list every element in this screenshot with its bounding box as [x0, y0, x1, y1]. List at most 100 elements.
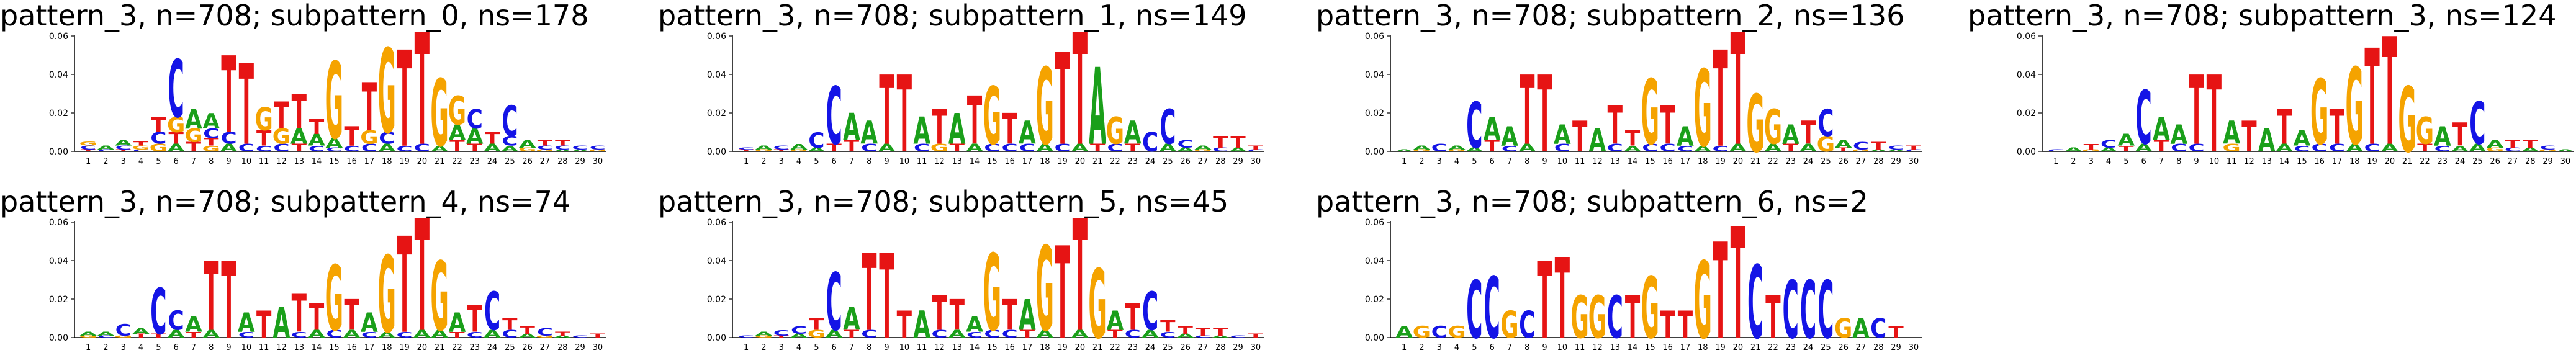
y-tick-label: 0.00	[49, 333, 68, 343]
logo-letter-glyph: C	[738, 335, 754, 338]
logo-letter-G: G	[2346, 46, 2364, 169]
logo-letter-glyph: A	[1395, 323, 1413, 342]
x-tick-label: 23	[1785, 157, 1796, 166]
logo-letter-glyph: A	[554, 335, 571, 338]
logo-letter-C: C	[484, 282, 500, 343]
logo-letter-glyph: T	[950, 291, 965, 340]
logo-letter-G: G	[2222, 141, 2240, 154]
y-tick-label: 0.02	[707, 109, 726, 119]
logo-letter-C: C	[1054, 141, 1070, 154]
logo-letter-glyph: A	[202, 110, 220, 134]
logo-letter-C: C	[2136, 76, 2152, 161]
logo-letter-glyph: T	[292, 86, 307, 140]
logo-letter-glyph: A	[2451, 145, 2469, 154]
logo-letter-glyph: T	[2364, 29, 2379, 174]
logo-letter-glyph: G	[448, 89, 466, 135]
x-tick-label: 22	[1768, 157, 1778, 166]
logo-letter-glyph: G	[1106, 109, 1124, 153]
logo-letter-glyph: A	[168, 328, 185, 340]
logo-letter-C: C	[396, 331, 412, 340]
logo-letter-glyph: A	[431, 145, 448, 154]
logo-letter-glyph: T	[344, 291, 359, 340]
logo-letter-glyph: G	[114, 335, 132, 338]
logo-letter-glyph: G	[360, 127, 378, 148]
logo-letter-T: T	[1537, 240, 1552, 361]
logo-letter-A: A	[2065, 146, 2083, 153]
logo-letter-G: G	[1694, 240, 1712, 361]
logo-letter-G: G	[2310, 60, 2328, 165]
logo-letter-glyph: C	[484, 282, 500, 343]
logo-letter-glyph: C	[2048, 149, 2064, 152]
logo-letter-glyph: A	[466, 125, 484, 149]
logo-letter-glyph: G	[930, 141, 948, 154]
logo-letter-glyph: C	[914, 141, 930, 154]
logo-letter-glyph: G	[132, 145, 150, 151]
x-tick-label: 18	[1698, 343, 1708, 352]
logo-letter-T: T	[292, 86, 307, 140]
y-tick-label: 0.04	[49, 256, 68, 266]
logo-letter-T: T	[1073, 215, 1088, 361]
logo-letter-C: C	[502, 133, 518, 149]
x-tick-label: 29	[575, 343, 585, 352]
logo-letter-glyph: A	[790, 142, 808, 151]
logo-letter-A: A	[1107, 307, 1124, 337]
logo-letter-C: C	[861, 328, 877, 340]
logo-letter-G: G	[1834, 314, 1852, 344]
logo-letter-glyph: C	[2539, 145, 2556, 151]
logo-letter-C: C	[115, 321, 132, 340]
logo-letter-glyph: T	[1213, 326, 1228, 338]
x-tick-label: 4	[796, 157, 801, 166]
logo-letter-glyph: T	[397, 29, 412, 174]
logo-letter-C: C	[2364, 141, 2380, 154]
logo-letter-A: A	[1230, 146, 1247, 153]
logo-letter-glyph: T	[1678, 303, 1693, 346]
x-tick-label: 3	[121, 343, 126, 352]
logo-letter-T: T	[116, 149, 132, 152]
logo-letter-A: A	[1036, 141, 1053, 154]
x-tick-label: 19	[1715, 343, 1726, 352]
logo-letter-glyph: G	[1413, 323, 1431, 342]
x-tick-label: 17	[2332, 157, 2343, 166]
x-tick-label: 17	[364, 343, 375, 352]
logo-letter-glyph: A	[2153, 111, 2170, 148]
x-tick-label: 24	[1145, 343, 1156, 352]
x-tick-label: 27	[1856, 343, 1867, 352]
logo-letter-glyph: C	[238, 331, 254, 340]
logo-letter-glyph: T	[1125, 295, 1141, 339]
x-tick-label: 22	[452, 343, 462, 352]
logo-letter-glyph: C	[826, 257, 842, 349]
logo-letter-glyph: A	[1142, 328, 1159, 340]
logo-letter-A: A	[449, 121, 466, 145]
y-tick-label: 0.04	[49, 70, 68, 80]
logo-letter-glyph: G	[536, 149, 554, 152]
x-tick-label: 4	[796, 343, 801, 352]
logo-letter-T: T	[467, 297, 483, 341]
logo-letter-glyph: G	[1036, 222, 1054, 357]
logo-letter-glyph: C	[1142, 282, 1158, 343]
logo-letter-T: T	[186, 139, 201, 155]
logo-letter-glyph: T	[2277, 101, 2292, 155]
y-tick-label: 0.06	[2017, 32, 2036, 42]
logo-letter-A: A	[1870, 149, 1887, 152]
logo-letter-C: C	[273, 141, 289, 154]
logo-letter-C: C	[1248, 149, 1264, 152]
logo-letter-A: A	[948, 328, 966, 340]
logo-letter-glyph: T	[133, 333, 149, 339]
x-tick-label: 29	[2542, 157, 2553, 166]
x-tick-label: 23	[1127, 343, 1138, 352]
logo-letter-C: C	[97, 149, 114, 152]
logo-letter-glyph: C	[1642, 141, 1658, 154]
logo-letter-C: C	[773, 145, 790, 151]
x-tick-label: 21	[435, 157, 445, 166]
logo-letter-C: C	[379, 130, 395, 148]
x-tick-label: 5	[2123, 157, 2128, 166]
x-tick-label: 25	[2472, 157, 2483, 166]
logo-letter-G: G	[325, 246, 343, 351]
logo-letter-T: T	[520, 324, 534, 336]
x-tick-label: 8	[1524, 343, 1529, 352]
x-tick-label: 12	[2244, 157, 2254, 166]
x-tick-label: 20	[1733, 157, 1744, 166]
logo-letter-glyph: A	[1852, 314, 1870, 344]
logo-letter-glyph: G	[1413, 149, 1431, 152]
